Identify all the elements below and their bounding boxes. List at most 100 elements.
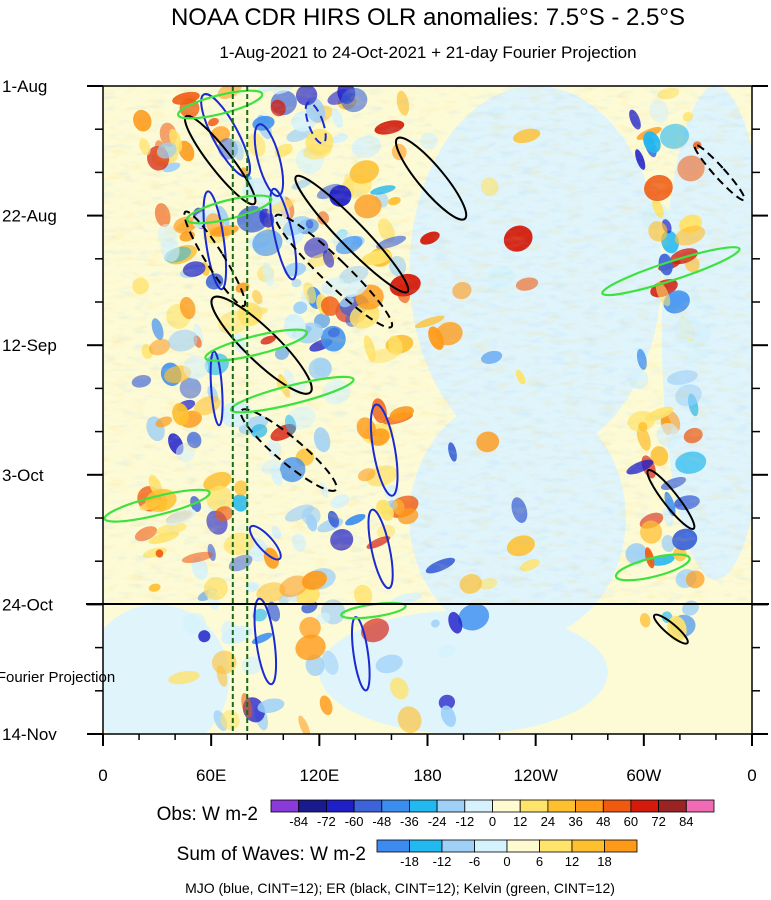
field-blob	[221, 620, 239, 644]
colorbar-tick-label: 72	[651, 814, 665, 829]
colorbar-box	[539, 839, 573, 853]
waves-colorbar-label: Sum of Waves: W m-2	[177, 844, 366, 865]
field-blob	[220, 710, 240, 731]
field-blob	[397, 706, 422, 734]
field-blob	[298, 715, 311, 734]
mjo-contour-3	[202, 190, 228, 291]
x-tick-label: 180	[413, 766, 441, 785]
colorbar-tick-label: 60	[624, 814, 638, 829]
colorbar-box	[630, 799, 660, 813]
colorbar-tick-label: 12	[565, 854, 579, 869]
contour-legend: MJO (blue, CINT=12); ER (black, CINT=12)…	[185, 880, 615, 896]
chart-title: NOAA CDR HIRS OLR anomalies: 7.5°S - 2.5…	[171, 4, 685, 31]
colorbar-tick-label: -12	[433, 854, 452, 869]
field-blob	[375, 654, 403, 674]
field-blob	[437, 644, 457, 658]
colorbar-box	[519, 799, 549, 813]
field-blob	[295, 634, 326, 661]
colorbar-box	[658, 799, 687, 813]
colorbar-tick-label: -60	[345, 814, 364, 829]
obs-colorbar: -84 -72 -60 -48 -36 -24 -12 0 12 24 36 48 60 72 84	[270, 799, 715, 829]
x-tick-label: 120W	[513, 766, 557, 785]
colorbar-tick-label: -36	[400, 814, 419, 829]
field-blob	[321, 650, 339, 675]
x-tick-label: 0	[98, 766, 107, 785]
field-blob	[361, 618, 389, 643]
field-blob	[257, 698, 285, 713]
colorbar-box	[381, 799, 410, 813]
x-tick-label: 0	[747, 766, 756, 785]
er-contour-0	[183, 114, 257, 206]
y-tick-label: 12-Sep	[2, 336, 57, 355]
colorbar-box	[547, 799, 577, 813]
chart-subtitle: 1-Aug-2021 to 24-Oct-2021 + 21-day Fouri…	[219, 43, 636, 62]
field-blob	[211, 650, 237, 675]
er-contour-9	[183, 210, 247, 308]
projection-label: Fourier Projection	[0, 669, 115, 686]
field-blob	[458, 603, 490, 631]
olr-anomaly-field	[103, 86, 752, 734]
er-contour-2	[395, 136, 468, 221]
obs-colorbar-label: Obs: W m-2	[157, 804, 258, 825]
mjo-contour-4	[269, 187, 298, 281]
colorbar-box	[602, 799, 632, 813]
mjo-contour-5	[369, 403, 399, 497]
colorbar-tick-label: -12	[455, 814, 474, 829]
colorbar-tick-label: 48	[596, 814, 610, 829]
colorbar-tick-label: 6	[536, 854, 543, 869]
y-tick-label: 14-Nov	[2, 725, 57, 744]
colorbar-box	[408, 799, 438, 813]
colorbar-tick-label: -48	[372, 814, 391, 829]
colorbar-box	[298, 799, 327, 813]
field-blob	[440, 705, 456, 727]
colorbar-box	[571, 839, 605, 853]
er-contours	[183, 114, 746, 645]
er-contour-7	[274, 213, 394, 329]
field-blob	[316, 612, 331, 625]
kelvin-contour-6	[614, 553, 691, 582]
field-blob	[182, 612, 206, 635]
colorbar-box	[376, 839, 410, 853]
field-blob	[438, 694, 456, 710]
field-blob	[319, 610, 608, 734]
waves-colorbar: -18 -12 -6 0 6 12 18	[376, 839, 638, 869]
colorbar-tick-label: 12	[513, 814, 527, 829]
mjo-contour-7	[248, 524, 282, 561]
mjo-contour-10	[209, 350, 224, 427]
field-blob	[198, 630, 211, 643]
colorbar-box	[474, 839, 508, 853]
colorbar-box	[353, 799, 383, 813]
colorbar-box	[409, 839, 443, 853]
colorbar-tick-label: 24	[541, 814, 555, 829]
colorbar-box	[464, 799, 493, 813]
colorbar-box	[492, 799, 521, 813]
colorbar-box	[270, 799, 300, 813]
y-tick-label: 24-Oct	[2, 595, 53, 614]
colorbar-box	[506, 839, 540, 853]
colorbar-box	[436, 799, 466, 813]
colorbar-tick-label: 0	[503, 854, 510, 869]
er-contour-4	[239, 408, 338, 492]
colorbar-box	[441, 839, 475, 853]
field-texture-cool	[103, 86, 752, 604]
colorbar-tick-label: -18	[400, 854, 419, 869]
kelvin-contour-2	[204, 328, 309, 362]
colorbar-tick-label: 36	[568, 814, 582, 829]
field-blob	[299, 616, 321, 639]
field-blob	[390, 677, 409, 700]
kelvin-contour-0	[177, 89, 264, 120]
colorbar-tick-label: -72	[317, 814, 336, 829]
er-contour-1	[294, 174, 410, 294]
colorbar-tick-label: 0	[489, 814, 496, 829]
field-blob	[168, 670, 200, 685]
mjo-contour-2	[304, 101, 327, 145]
er-contour-5	[646, 469, 696, 530]
field-blob	[267, 601, 281, 622]
colorbar-tick-label: -84	[289, 814, 308, 829]
colorbar-tick-label: 84	[679, 814, 693, 829]
colorbar-box	[604, 839, 638, 853]
colorbar-box	[575, 799, 604, 813]
colorbar-box	[685, 799, 715, 813]
colorbar-tick-label: 18	[597, 854, 611, 869]
